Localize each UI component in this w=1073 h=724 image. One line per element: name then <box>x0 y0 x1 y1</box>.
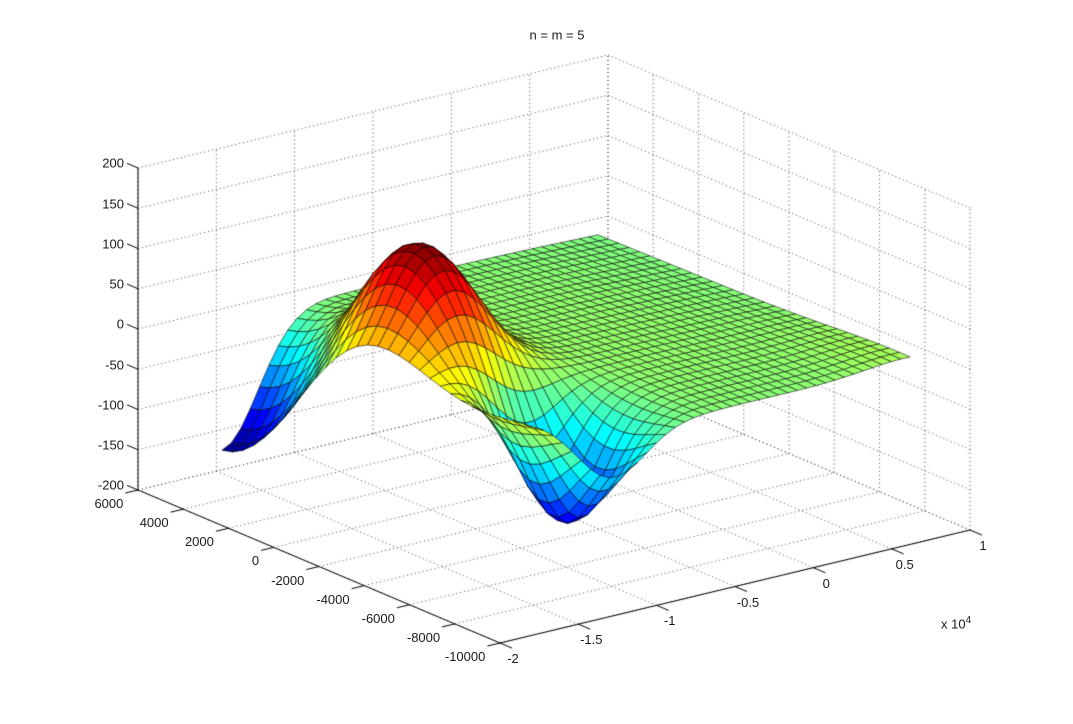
figure-window: n = m = 5 x 104 200 150 100 50 0 -50 -100 -150-… <box>0 0 1073 724</box>
surface-plot-canvas <box>0 0 1073 724</box>
